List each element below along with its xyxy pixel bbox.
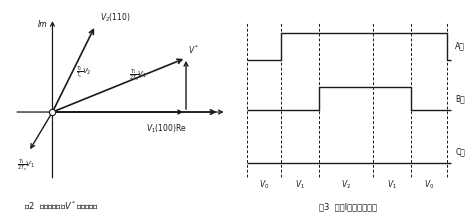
Text: $V_2(110)$: $V_2(110)$	[100, 11, 130, 24]
Text: $\frac{T_2}{T_s}V_2$: $\frac{T_2}{T_s}V_2$	[76, 64, 92, 80]
Text: C相: C相	[454, 147, 464, 156]
Text: $\frac{T_1}{2T_s}V_1$: $\frac{T_1}{2T_s}V_1$	[17, 157, 35, 173]
Text: 图3  扇区Ⅰ中开关函数图: 图3 扇区Ⅰ中开关函数图	[318, 202, 377, 211]
Text: $\frac{T_1}{2T_s}V_1$: $\frac{T_1}{2T_s}V_1$	[129, 67, 147, 83]
Text: A相: A相	[454, 42, 464, 51]
Text: $V_1(100)$Re: $V_1(100)$Re	[146, 123, 187, 135]
Text: $V_0$: $V_0$	[258, 179, 269, 191]
Text: $V_1$: $V_1$	[294, 179, 304, 191]
Text: $V_1$: $V_1$	[387, 179, 397, 191]
Text: 图2  空间电压矢量$V^*$的合成方法: 图2 空间电压矢量$V^*$的合成方法	[24, 199, 99, 211]
Text: $V_2$: $V_2$	[340, 179, 350, 191]
Text: Im: Im	[38, 20, 48, 29]
Text: B相: B相	[454, 94, 464, 103]
Text: $V_0$: $V_0$	[423, 179, 433, 191]
Text: $V^*$: $V^*$	[188, 44, 199, 56]
